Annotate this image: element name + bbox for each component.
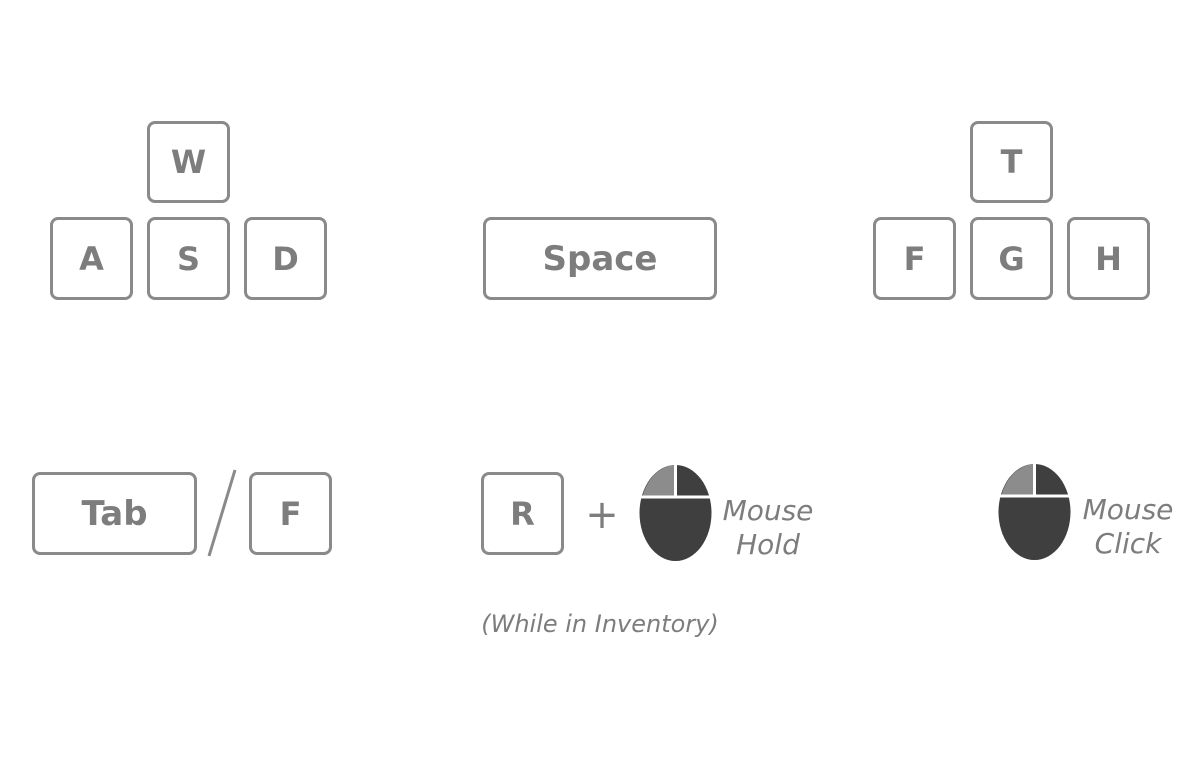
key-r-label: R xyxy=(510,494,535,533)
key-f-cluster-label: F xyxy=(903,239,926,278)
mouse-left-button-icon[interactable] xyxy=(997,463,1072,561)
key-h-label: H xyxy=(1095,239,1122,278)
key-r[interactable]: R xyxy=(481,472,564,555)
mouse-hold-label: Mouse Hold xyxy=(718,494,818,562)
mouse-hold-line-2: Hold xyxy=(736,528,800,561)
key-space[interactable]: Space xyxy=(483,217,717,300)
key-s-label: S xyxy=(176,239,201,278)
mouse-hold-line-1: Mouse xyxy=(722,494,814,527)
key-f-cluster[interactable]: F xyxy=(873,217,956,300)
key-tab-label: Tab xyxy=(81,493,148,534)
key-g-label: G xyxy=(998,239,1025,278)
key-tab[interactable]: Tab xyxy=(32,472,197,555)
mouse-click-line-2: Click xyxy=(1094,527,1162,560)
key-space-label: Space xyxy=(542,238,658,279)
key-a-label: A xyxy=(79,239,104,278)
key-t-label: T xyxy=(1000,143,1023,181)
key-t[interactable]: T xyxy=(970,121,1053,203)
mouse-click-line-1: Mouse xyxy=(1082,493,1174,526)
plus-sign: + xyxy=(585,492,619,538)
key-h[interactable]: H xyxy=(1067,217,1150,300)
key-w-label: W xyxy=(170,143,207,181)
key-g[interactable]: G xyxy=(970,217,1053,300)
inventory-note: (While in Inventory) xyxy=(481,610,719,638)
key-f-inventory[interactable]: F xyxy=(249,472,332,555)
key-d-label: D xyxy=(272,239,299,278)
mouse-left-button-icon[interactable] xyxy=(638,464,713,562)
key-d[interactable]: D xyxy=(244,217,327,300)
key-s[interactable]: S xyxy=(147,217,230,300)
separator-slash xyxy=(207,469,237,557)
key-w[interactable]: W xyxy=(147,121,230,203)
key-f-inventory-label: F xyxy=(279,494,302,533)
key-a[interactable]: A xyxy=(50,217,133,300)
mouse-click-label: Mouse Click xyxy=(1078,493,1178,561)
